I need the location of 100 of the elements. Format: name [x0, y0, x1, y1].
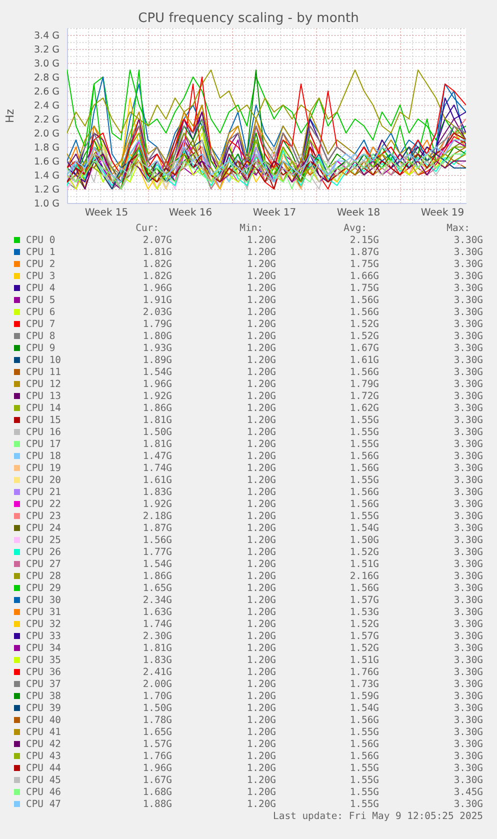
text: 2.00G — [142, 679, 172, 690]
text: 1.20G — [246, 727, 276, 738]
text: 3.30G — [454, 319, 484, 330]
text: 1.20G — [246, 535, 276, 546]
text: 3.30G — [454, 739, 484, 750]
text: 1.20G — [246, 355, 276, 366]
legend-label: CPU 37 — [26, 679, 62, 690]
text: 1.74G — [142, 463, 172, 474]
text: 3.30G — [454, 607, 484, 618]
text: 3.30G — [454, 307, 484, 318]
text: 3.30G — [454, 775, 484, 786]
legend-label: CPU 1 — [26, 247, 56, 258]
text: 1.20G — [246, 547, 276, 558]
text: 1.20G — [246, 583, 276, 594]
y-axis-title: Hz — [4, 108, 16, 124]
text: 1.86G — [142, 403, 172, 414]
legend-label: CPU 44 — [26, 763, 62, 774]
text: 1.55G — [350, 427, 380, 438]
text: 3.30G — [454, 715, 484, 726]
chart-title: CPU frequency scaling - by month — [138, 11, 359, 26]
y-tick-label: 3.4 G — [34, 30, 60, 42]
text: 1.56G — [350, 367, 380, 378]
text: 3.30G — [454, 619, 484, 630]
text: 1.47G — [142, 451, 172, 462]
legend-label: CPU 32 — [26, 619, 62, 630]
text: 1.87G — [142, 523, 172, 534]
text: 1.51G — [350, 559, 380, 570]
text: 3.30G — [454, 247, 484, 258]
text: 1.55G — [350, 475, 380, 486]
text: 1.20G — [246, 787, 276, 798]
text: 1.20G — [246, 751, 276, 762]
legend-label: CPU 42 — [26, 739, 62, 750]
text: 3.30G — [454, 331, 484, 342]
legend-label: CPU 3 — [26, 271, 56, 282]
text: 1.20G — [246, 619, 276, 630]
x-tick-label: Week 18 — [336, 208, 380, 218]
text: 2.15G — [350, 235, 380, 246]
legend-label: CPU 36 — [26, 667, 62, 678]
text: 1.55G — [350, 763, 380, 774]
text: Avg: — [344, 223, 367, 234]
legend-label: CPU 7 — [26, 319, 56, 330]
text: 1.20G — [246, 775, 276, 786]
text: 1.77G — [142, 547, 172, 558]
text: 1.55G — [350, 511, 380, 522]
text: 1.20G — [246, 631, 276, 642]
text: 1.96G — [142, 379, 172, 390]
text: 1.20G — [246, 511, 276, 522]
text: 1.20G — [246, 307, 276, 318]
text: 3.30G — [454, 367, 484, 378]
legend-label: CPU 22 — [26, 499, 62, 510]
text: 3.30G — [454, 763, 484, 774]
text: 1.79G — [350, 379, 380, 390]
text: 1.20G — [246, 259, 276, 270]
text: 2.41G — [142, 667, 172, 678]
text: 1.76G — [350, 667, 380, 678]
legend-label: CPU 16 — [26, 427, 62, 438]
text: 3.30G — [454, 655, 484, 666]
text: 1.92G — [142, 391, 172, 402]
text: 1.73G — [350, 679, 380, 690]
text: 1.20G — [246, 439, 276, 450]
text: 2.30G — [142, 631, 172, 642]
legend-label: CPU 4 — [26, 283, 56, 294]
legend-label: CPU 11 — [26, 367, 62, 378]
text: 1.55G — [350, 787, 380, 798]
text: 1.59G — [350, 691, 380, 702]
text: 1.20G — [246, 691, 276, 702]
text: 1.57G — [350, 631, 380, 642]
text: 1.52G — [350, 643, 380, 654]
text: 1.20G — [246, 391, 276, 402]
text: 1.20G — [246, 523, 276, 534]
text: 3.45G — [454, 787, 484, 798]
text: 3.30G — [454, 355, 484, 366]
y-tick-label: 2.0 G — [34, 128, 60, 140]
text: 1.50G — [142, 427, 172, 438]
legend-label: CPU 9 — [26, 343, 56, 354]
text: 1.20G — [246, 235, 276, 246]
text: 1.66G — [350, 271, 380, 282]
text: 1.65G — [142, 583, 172, 594]
text: 2.07G — [142, 235, 172, 246]
text: 3.30G — [454, 379, 484, 390]
text: 1.20G — [246, 643, 276, 654]
text: 1.83G — [142, 487, 172, 498]
y-tick-label: 1.2 G — [34, 184, 60, 196]
text: 3.30G — [454, 523, 484, 534]
text: 1.80G — [142, 331, 172, 342]
text: 1.70G — [142, 691, 172, 702]
text: 3.30G — [454, 499, 484, 510]
text: 1.57G — [350, 595, 380, 606]
text: 1.20G — [246, 763, 276, 774]
text: 1.20G — [246, 247, 276, 258]
text: 1.52G — [350, 547, 380, 558]
y-tick-label: 1.6 G — [34, 156, 60, 168]
text: 1.55G — [350, 439, 380, 450]
legend-label: CPU 40 — [26, 715, 62, 726]
text: 2.18G — [142, 511, 172, 522]
y-tick-label: 2.2 G — [34, 114, 60, 126]
legend-label: CPU 28 — [26, 571, 62, 582]
text: 2.34G — [142, 595, 172, 606]
text: 1.20G — [246, 283, 276, 294]
text: 1.20G — [246, 463, 276, 474]
